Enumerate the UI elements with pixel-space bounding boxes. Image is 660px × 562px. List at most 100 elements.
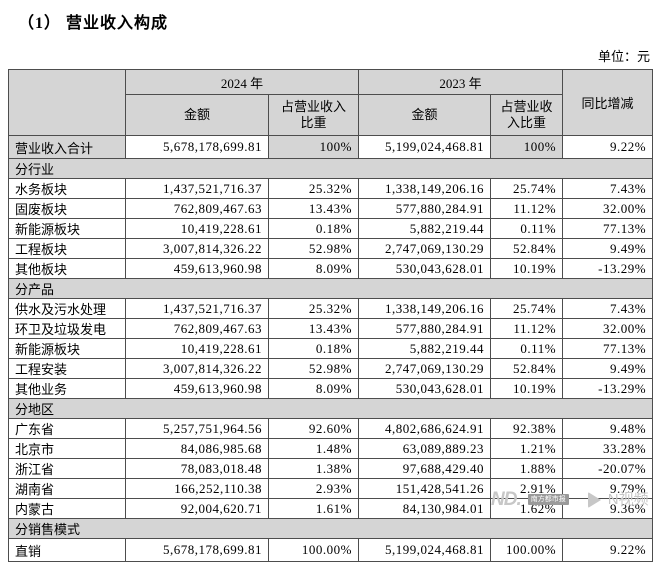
table-row: 湖南省 166,252,110.38 2.93% 151,428,541.26 2.91…: [8, 478, 654, 499]
amount-2023: 530,043,628.01: [358, 378, 492, 399]
table-row: 内蒙古 92,004,620.71 1.61% 84,130,984.01 1.62% 9…: [8, 498, 654, 519]
row-label: 内蒙古: [8, 498, 126, 519]
ratio-2024: 100%: [267, 135, 360, 159]
table-row: 直销 5,678,178,699.81 100.00% 5,199,024,468.8…: [8, 538, 654, 562]
ratio-2023: 0.11%: [490, 218, 564, 239]
row-label: 其他业务: [8, 378, 126, 399]
amount-2023: 1,338,149,206.16: [358, 298, 492, 319]
ratio-2023: 25.74%: [490, 178, 564, 199]
ratio-2024: 1.61%: [267, 498, 360, 519]
row-label: 直销: [8, 538, 126, 562]
ratio-2024: 13.43%: [267, 318, 360, 339]
table-row: 环卫及垃圾发电 762,809,467.63 13.43% 577,880,284.9…: [8, 318, 654, 339]
ratio-2024: 100.00%: [267, 538, 360, 562]
col-header-ratio-2024: 占营业收入 比重: [267, 94, 360, 136]
amount-2024: 10,419,228.61: [125, 338, 269, 359]
row-label: 其他板块: [8, 258, 126, 279]
table-row: 其他业务 459,613,960.98 8.09% 530,043,628.01 10.…: [8, 378, 654, 399]
amount-2023: 63,089,889.23: [358, 438, 492, 459]
amount-2024: 5,678,178,699.81: [125, 538, 269, 562]
ratio-2023: 11.12%: [490, 198, 564, 219]
ratio-2024: 52.98%: [267, 238, 360, 259]
amount-2023: 1,338,149,206.16: [358, 178, 492, 199]
table-row: 新能源板块 10,419,228.61 0.18% 5,882,219.44 0.11%…: [8, 338, 654, 359]
amount-2024: 1,437,521,716.37: [125, 298, 269, 319]
ratio-2024: 92.60%: [267, 418, 360, 439]
yoy-change: 32.00%: [562, 198, 654, 219]
section-label: 分产品: [7, 278, 654, 299]
ratio-2024: 0.18%: [267, 218, 360, 239]
ratio-2023: 10.19%: [490, 258, 564, 279]
amount-2024: 762,809,467.63: [125, 198, 269, 219]
amount-2023: 84,130,984.01: [358, 498, 492, 519]
corner-cell: [8, 69, 126, 136]
amount-2023: 5,882,219.44: [358, 218, 492, 239]
ratio-2023: 25.74%: [490, 298, 564, 319]
ratio-2024: 2.93%: [267, 478, 360, 499]
ratio-2024: 25.32%: [267, 298, 360, 319]
row-label: 供水及污水处理: [8, 298, 126, 319]
unit-label: 单位：元: [597, 49, 650, 64]
section-label: 分地区: [7, 398, 654, 419]
amount-2024: 3,007,814,326.22: [125, 358, 269, 379]
amount-2024: 3,007,814,326.22: [125, 238, 269, 259]
ratio-2023: 1.62%: [490, 498, 564, 519]
amount-2023: 577,880,284.91: [358, 318, 492, 339]
row-label: 浙江省: [8, 458, 126, 479]
yoy-change: 9.48%: [562, 418, 654, 439]
yoy-change: 9.49%: [562, 238, 654, 259]
amount-2023: 577,880,284.91: [358, 198, 492, 219]
ratio-2024: 25.32%: [267, 178, 360, 199]
amount-2023: 5,882,219.44: [358, 338, 492, 359]
yoy-change: 77.13%: [562, 338, 654, 359]
ratio-2024: 1.38%: [267, 458, 360, 479]
yoy-change: 9.36%: [562, 498, 654, 519]
row-label: 新能源板块: [8, 338, 126, 359]
ratio-2024: 52.98%: [267, 358, 360, 379]
section-label: 分销售模式: [7, 518, 654, 539]
yoy-change: 77.13%: [562, 218, 654, 239]
ratio-2023: 2.91%: [490, 478, 564, 499]
yoy-change: 32.00%: [562, 318, 654, 339]
ratio-2023: 100%: [490, 135, 564, 159]
ratio-2023: 92.38%: [490, 418, 564, 439]
ratio-2024: 13.43%: [267, 198, 360, 219]
amount-2024: 459,613,960.98: [125, 258, 269, 279]
ratio-2023: 0.11%: [490, 338, 564, 359]
amount-2024: 5,678,178,699.81: [125, 135, 269, 159]
row-label: 湖南省: [8, 478, 126, 499]
revenue-composition-table: 2024 年 2023 年 同比增减 金额 占营业收入 比重 金额 占营业收 入…: [7, 69, 654, 562]
yoy-change: 9.79%: [562, 478, 654, 499]
row-label: 水务板块: [8, 178, 126, 199]
amount-2024: 762,809,467.63: [125, 318, 269, 339]
col-header-amount-2024: 金额: [125, 94, 269, 136]
row-label: 固废板块: [8, 198, 126, 219]
ratio-2023: 1.88%: [490, 458, 564, 479]
amount-2023: 151,428,541.26: [358, 478, 492, 499]
header-row-metrics: 金额 占营业收入 比重 金额 占营业收 入比重: [9, 94, 653, 136]
section-row: 分销售模式: [7, 518, 654, 539]
ratio-2024: 8.09%: [267, 378, 360, 399]
amount-2023: 4,802,686,624.91: [358, 418, 492, 439]
amount-2023: 5,199,024,468.81: [358, 538, 492, 562]
ratio-2024: 0.18%: [267, 338, 360, 359]
yoy-change: -20.07%: [562, 458, 654, 479]
header-row-years: 2024 年 2023 年 同比增减: [8, 69, 654, 136]
row-label: 新能源板块: [8, 218, 126, 239]
yoy-change: 9.49%: [562, 358, 654, 379]
row-label: 工程安装: [8, 358, 126, 379]
table-row: 浙江省 78,083,018.48 1.38% 97,688,429.40 1.88% -…: [8, 458, 654, 479]
amount-2023: 2,747,069,130.29: [358, 238, 492, 259]
table-row: 其他板块 459,613,960.98 8.09% 530,043,628.01 10.…: [8, 258, 654, 279]
amount-2024: 459,613,960.98: [125, 378, 269, 399]
table-row: 工程板块 3,007,814,326.22 52.98% 2,747,069,130.…: [8, 238, 654, 259]
amount-2024: 166,252,110.38: [125, 478, 269, 499]
yoy-change: -13.29%: [562, 378, 654, 399]
section-row: 分产品: [7, 278, 654, 299]
amount-2023: 5,199,024,468.81: [358, 135, 492, 159]
yoy-change: 33.28%: [562, 438, 654, 459]
amount-2023: 530,043,628.01: [358, 258, 492, 279]
yoy-change: 9.22%: [562, 135, 654, 159]
amount-2024: 5,257,751,964.56: [125, 418, 269, 439]
ratio-2024: 8.09%: [267, 258, 360, 279]
